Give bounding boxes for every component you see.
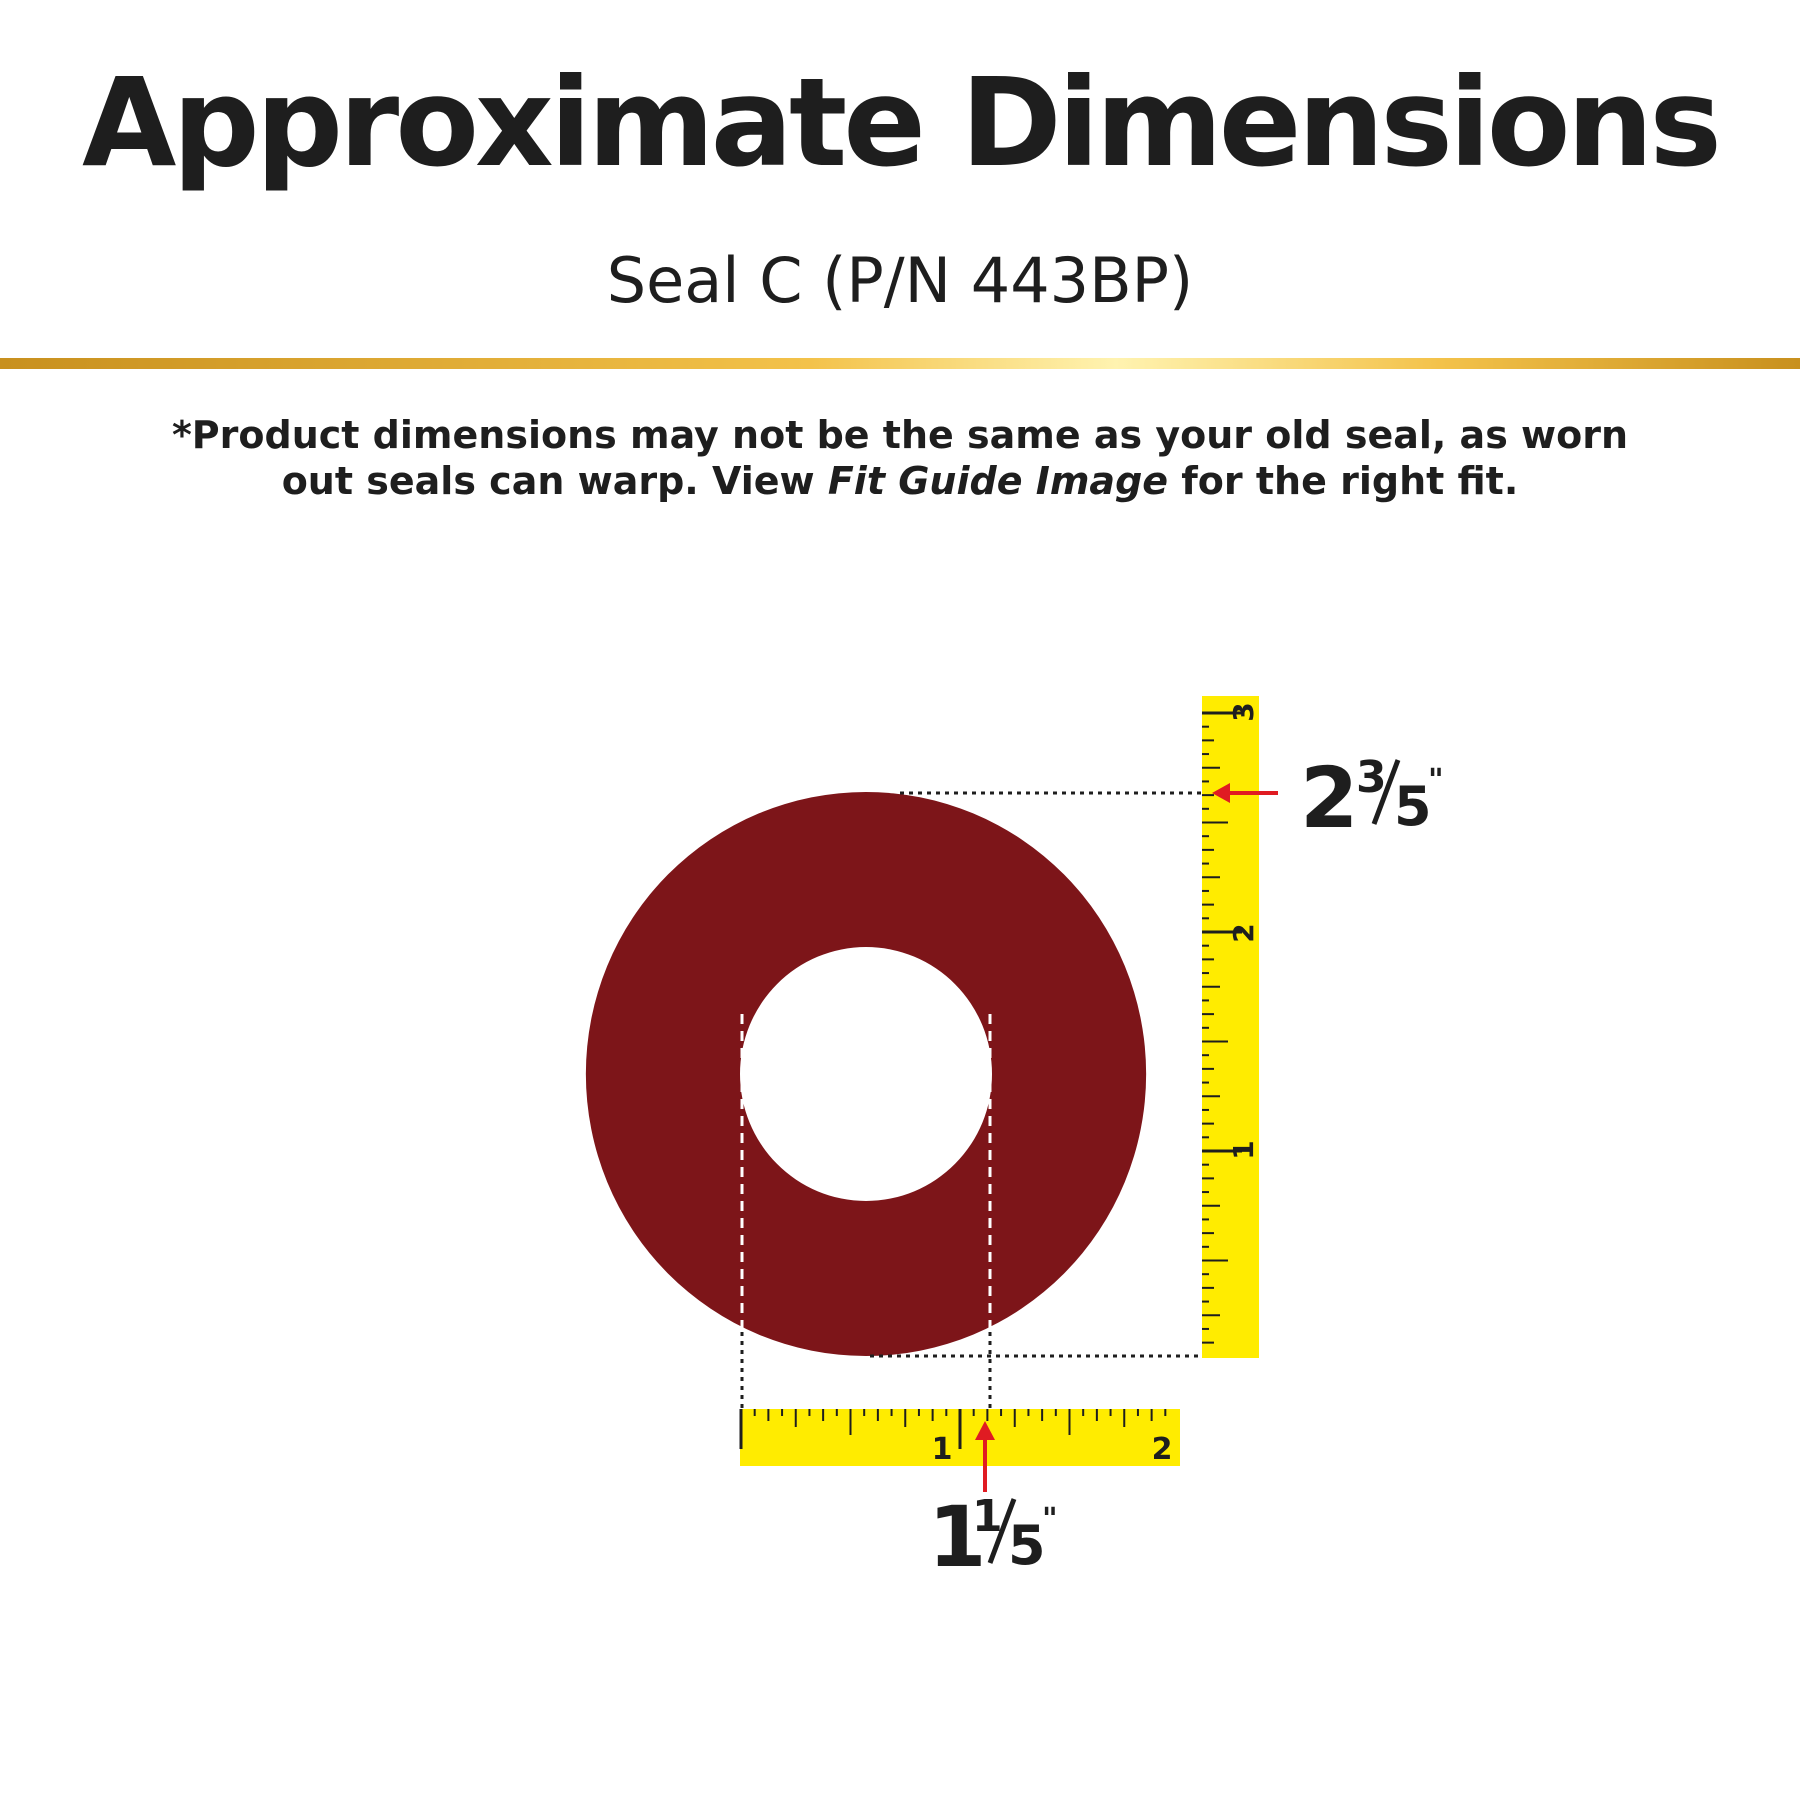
inner-diameter-label: 1 1 5 " — [928, 1488, 1058, 1586]
fit-guide-reference: Fit Guide Image — [827, 459, 1169, 503]
vertical-ruler-ticks — [1202, 711, 1242, 1344]
outer-diameter-label: 2 3 5 " — [1300, 749, 1444, 847]
page-title: Approximate Dimensions — [81, 52, 1722, 194]
gold-divider — [0, 358, 1800, 369]
outer-denominator: 5 — [1394, 775, 1432, 838]
disclaimer-line-2: out seals can warp. View Fit Guide Image… — [281, 459, 1519, 503]
outer-inch-mark: " — [1428, 763, 1444, 798]
inner-numerator: 1 — [972, 1491, 1003, 1542]
inner-fraction-slash — [987, 1498, 1017, 1564]
vertical-ruler: 1 2 3 — [1202, 696, 1260, 1358]
vertical-ruler-label-2: 2 — [1227, 923, 1260, 942]
horizontal-ruler-ticks — [739, 1409, 1167, 1449]
dimension-disclaimer: *Product dimensions may not be the same … — [150, 412, 1650, 504]
horizontal-ruler-label-2: 2 — [1152, 1432, 1173, 1467]
inner-denominator: 5 — [1008, 1514, 1046, 1577]
inner-inch-mark: " — [1042, 1502, 1058, 1537]
disclaimer-line-1: *Product dimensions may not be the same … — [171, 413, 1629, 457]
horizontal-ruler: 1 2 — [739, 1409, 1180, 1467]
product-subtitle: Seal C (P/N 443BP) — [606, 244, 1194, 317]
outer-fraction-slash — [1371, 759, 1401, 825]
inner-whole: 1 — [928, 1488, 986, 1586]
inner-arrow — [975, 1421, 995, 1492]
horizontal-ruler-label-1: 1 — [932, 1432, 953, 1467]
outer-whole: 2 — [1300, 749, 1358, 847]
vertical-ruler-label-1: 1 — [1227, 1140, 1260, 1159]
outer-arrow — [1212, 783, 1278, 803]
outer-numerator: 3 — [1356, 752, 1387, 803]
seal-washer — [585, 791, 1147, 1357]
vertical-ruler-label-3: 3 — [1227, 702, 1260, 721]
